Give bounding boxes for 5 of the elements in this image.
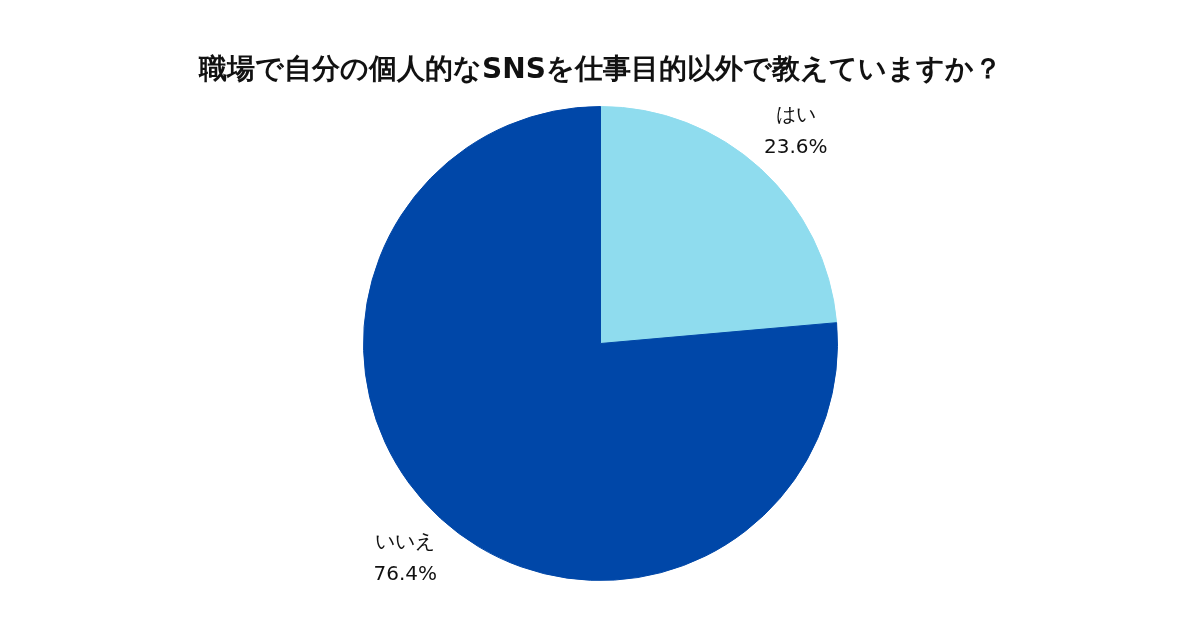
data-label: 76.4% [373,560,438,585]
slice-label: はい [775,102,816,127]
chart-title: 職場で自分の個人的なSNSを仕事目的以外で教えていますか？ [198,52,1002,85]
data-label: 23.6% [764,134,828,159]
slice-label: いいえ [375,528,436,553]
